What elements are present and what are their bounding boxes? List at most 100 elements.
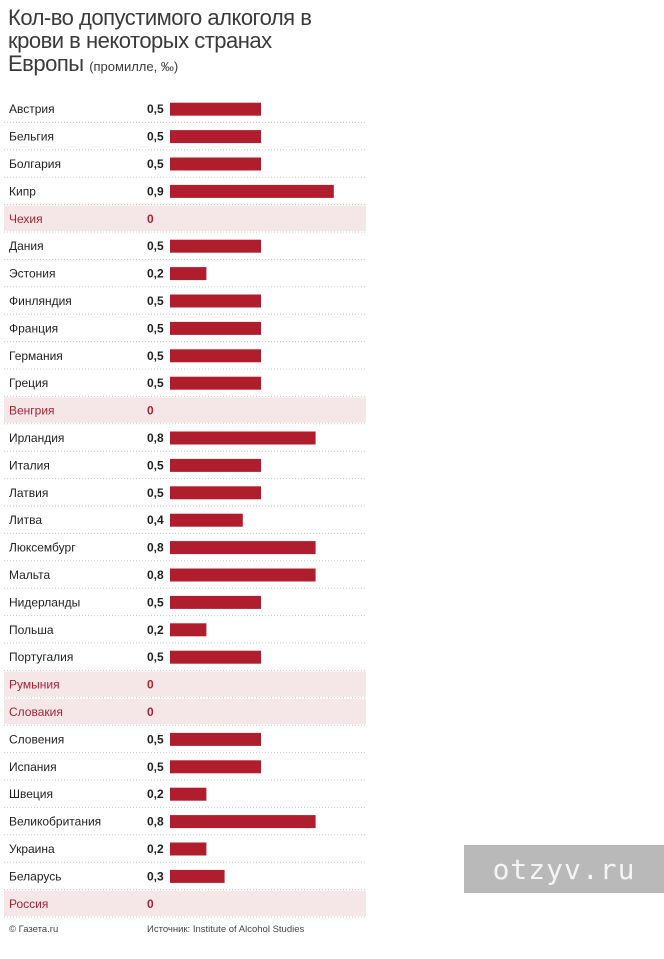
bar bbox=[170, 239, 261, 253]
chart-row: Чехия 0 bbox=[4, 205, 366, 233]
chart-row: Румыния 0 bbox=[4, 671, 366, 699]
chart-row: Словения 0,5 bbox=[4, 732, 366, 754]
zero-row-highlight bbox=[4, 397, 366, 423]
chart-row: Дания 0,5 bbox=[4, 239, 366, 260]
chart-title: Кол-во допустимого алкоголя в крови в не… bbox=[8, 6, 348, 78]
bar bbox=[170, 130, 261, 144]
data-label: 0 bbox=[147, 212, 154, 226]
data-label: 0,5 bbox=[147, 321, 164, 335]
category-label: Португалия bbox=[9, 650, 73, 664]
bar bbox=[170, 623, 207, 637]
chart-row: Франция 0,5 bbox=[4, 321, 366, 343]
chart-row: Португалия 0,5 bbox=[4, 650, 366, 671]
category-label: Чехия bbox=[9, 212, 43, 226]
chart-row: Россия 0 bbox=[4, 890, 366, 918]
bar bbox=[170, 513, 243, 527]
bar bbox=[170, 541, 316, 555]
category-label: Австрия bbox=[9, 102, 55, 116]
data-label: 0,5 bbox=[147, 239, 164, 253]
chart-row: Австрия 0,5 bbox=[4, 102, 366, 123]
chart-row: Греция 0,5 bbox=[4, 376, 366, 397]
data-label: 0,5 bbox=[147, 102, 164, 116]
category-label: Финляндия bbox=[9, 294, 72, 308]
data-label: 0,5 bbox=[147, 157, 164, 171]
category-label: Эстония bbox=[9, 267, 56, 281]
chart-row: Украина 0,2 bbox=[4, 842, 366, 863]
category-label: Литва bbox=[9, 513, 42, 527]
data-label: 0 bbox=[147, 404, 154, 418]
data-label: 0,5 bbox=[147, 294, 164, 308]
data-label: 0,8 bbox=[147, 568, 164, 582]
data-label: 0,5 bbox=[147, 130, 164, 144]
bar bbox=[170, 184, 334, 198]
chart-row: Венгрия 0 bbox=[4, 397, 366, 425]
bar bbox=[170, 760, 261, 774]
bar bbox=[170, 842, 207, 856]
data-label: 0,5 bbox=[147, 376, 164, 390]
category-label: Италия bbox=[9, 458, 50, 472]
chart-unit: (промилле, ‰) bbox=[89, 59, 179, 74]
category-label: Великобритания bbox=[9, 815, 101, 829]
category-label: Дания bbox=[9, 239, 44, 253]
chart-row: Литва 0,4 bbox=[4, 513, 366, 534]
bar bbox=[170, 486, 261, 500]
category-label: Россия bbox=[9, 897, 48, 911]
bar bbox=[170, 157, 261, 171]
data-label: 0,8 bbox=[147, 541, 164, 555]
source-text: Источник: Institute of Alcohol Studies bbox=[147, 924, 305, 935]
bar bbox=[170, 267, 207, 281]
bar bbox=[170, 458, 261, 472]
data-label: 0,2 bbox=[147, 787, 164, 801]
category-label: Украина bbox=[9, 842, 55, 856]
bar bbox=[170, 815, 316, 829]
data-label: 0,5 bbox=[147, 349, 164, 363]
watermark: otzyv.ru bbox=[464, 845, 664, 893]
chart-title-text: Кол-во допустимого алкоголя в крови в не… bbox=[8, 5, 312, 76]
chart-row: Швеция 0,2 bbox=[4, 787, 366, 808]
data-label: 0,2 bbox=[147, 623, 164, 637]
chart-row: Италия 0,5 bbox=[4, 458, 366, 480]
category-label: Румыния bbox=[9, 678, 60, 692]
zero-row-highlight bbox=[4, 698, 366, 725]
category-label: Франция bbox=[9, 321, 58, 335]
data-label: 0,5 bbox=[147, 732, 164, 746]
category-label: Болгария bbox=[9, 157, 61, 171]
category-label: Испания bbox=[9, 760, 57, 774]
chart-row: Великобритания 0,8 bbox=[4, 815, 366, 836]
category-label: Кипр bbox=[9, 184, 36, 198]
chart-row: Латвия 0,5 bbox=[4, 486, 366, 507]
category-label: Ирландия bbox=[9, 431, 64, 445]
zero-row-highlight bbox=[4, 890, 366, 916]
data-label: 0,5 bbox=[147, 650, 164, 664]
category-label: Греция bbox=[9, 376, 48, 390]
bar bbox=[170, 650, 261, 664]
chart-row: Беларусь 0,3 bbox=[4, 869, 366, 891]
bar bbox=[170, 321, 261, 335]
data-label: 0 bbox=[147, 678, 154, 692]
category-label: Германия bbox=[9, 349, 63, 363]
data-label: 0,8 bbox=[147, 431, 164, 445]
data-label: 0,9 bbox=[147, 184, 164, 198]
chart-row: Словакия 0 bbox=[4, 698, 366, 726]
category-label: Нидерланды bbox=[9, 595, 80, 609]
category-label: Бельгия bbox=[9, 130, 54, 144]
chart-row: Болгария 0,5 bbox=[4, 157, 366, 178]
data-label: 0,5 bbox=[147, 458, 164, 472]
zero-row-highlight bbox=[4, 671, 366, 697]
bar bbox=[170, 376, 261, 390]
chart-row: Люксембург 0,8 bbox=[4, 541, 366, 562]
copyright-text: © Газета.ru bbox=[9, 924, 59, 935]
category-label: Польша bbox=[9, 623, 54, 637]
zero-row-highlight bbox=[4, 205, 366, 231]
bar bbox=[170, 869, 225, 883]
data-label: 0,2 bbox=[147, 842, 164, 856]
data-label: 0,5 bbox=[147, 595, 164, 609]
bar bbox=[170, 568, 316, 582]
chart-row: Нидерланды 0,5 bbox=[4, 595, 366, 617]
chart-row: Бельгия 0,5 bbox=[4, 130, 366, 151]
category-label: Словения bbox=[9, 732, 64, 746]
chart-row: Германия 0,5 bbox=[4, 349, 366, 370]
data-label: 0,5 bbox=[147, 760, 164, 774]
category-label: Швеция bbox=[9, 787, 53, 801]
